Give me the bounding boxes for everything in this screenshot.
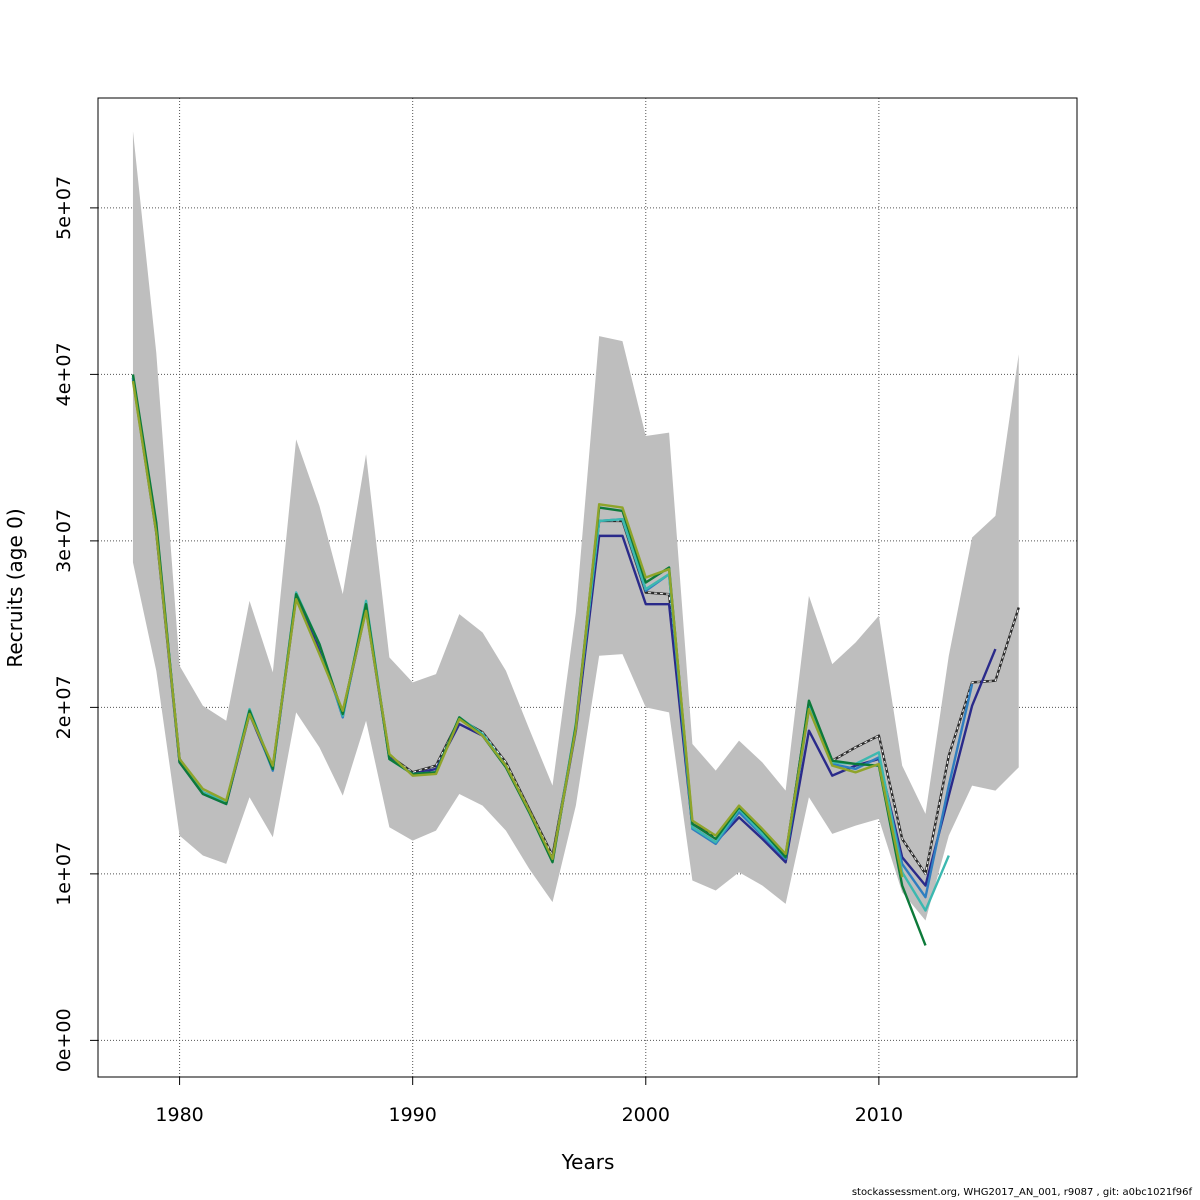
y-tick-label: 4e+07 bbox=[53, 342, 75, 406]
y-tick-label: 1e+07 bbox=[53, 842, 75, 906]
x-tick-label: 1990 bbox=[388, 1104, 436, 1126]
y-axis-title: Recruits (age 0) bbox=[3, 508, 27, 667]
confidence-band bbox=[132, 131, 1019, 921]
y-tick-label: 2e+07 bbox=[53, 675, 75, 739]
x-tick-label: 2000 bbox=[622, 1104, 670, 1126]
x-tick-label: 2010 bbox=[855, 1104, 903, 1126]
series-line-6 bbox=[131, 380, 904, 878]
x-axis: 1980 1990 2000 2010 bbox=[155, 1077, 903, 1126]
series-lines bbox=[131, 374, 1020, 946]
plot-frame bbox=[97, 97, 1078, 1078]
band-area bbox=[132, 131, 1019, 921]
x-axis-title: Years bbox=[561, 1150, 615, 1174]
credit-text: stockassessment.org, WHG2017_AN_001, r90… bbox=[851, 1187, 1192, 1198]
y-tick-label: 0e+00 bbox=[53, 1008, 75, 1072]
y-tick-label: 5e+07 bbox=[53, 176, 75, 240]
y-axis: 0e+00 1e+07 2e+07 3e+07 4e+07 5e+07 bbox=[53, 176, 98, 1072]
y-tick-label: 3e+07 bbox=[53, 509, 75, 573]
x-tick-label: 1980 bbox=[155, 1104, 203, 1126]
